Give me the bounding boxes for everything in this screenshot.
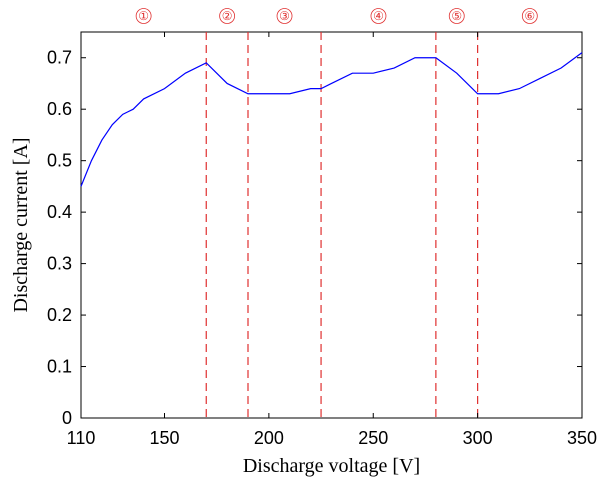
series-line: [80, 52, 583, 187]
region-label-circle: [521, 8, 538, 24]
x-tick-label: 150: [149, 428, 179, 448]
y-tick-label: 0.1: [47, 357, 72, 377]
y-tick-label: 0.3: [47, 254, 72, 274]
y-tick-label: 0.5: [47, 151, 72, 171]
region-label: ⑤: [451, 9, 462, 23]
region-label-circle: [370, 8, 387, 24]
region-labels: ① ② ③ ④ ⑤ ⑥: [135, 8, 538, 24]
series-layer: [80, 52, 583, 187]
x-axis: 110 150 200 250 300 350: [67, 32, 597, 448]
y-axis-title: Discharge current [A]: [10, 137, 32, 312]
plot-frame: [80, 31, 583, 419]
y-tick-label: 0.7: [47, 48, 72, 68]
x-axis-title: Discharge voltage [V]: [243, 455, 420, 477]
region-label: ②: [222, 9, 233, 23]
x-tick-label: 200: [254, 428, 284, 448]
y-tick-label: 0: [62, 408, 72, 428]
y-tick-label: 0.6: [47, 99, 72, 119]
x-tick-label: 110: [67, 428, 96, 448]
region-label: ④: [373, 9, 384, 23]
region-label: ⑥: [524, 9, 535, 23]
plot-area: [80, 31, 583, 419]
region-label: ①: [138, 9, 149, 23]
region-label-circle: [135, 8, 152, 24]
y-axis: 0 0.1 0.2 0.3 0.4 0.5 0.6 0.7: [47, 48, 582, 428]
x-tick-label: 350: [567, 428, 597, 448]
region-label-circle: [448, 8, 465, 24]
y-tick-label: 0.2: [47, 305, 72, 325]
region-label-circle: [276, 8, 293, 24]
region-label-circle: [219, 8, 236, 24]
x-tick-label: 300: [463, 428, 493, 448]
x-tick-label: 250: [358, 428, 388, 448]
region-label: ③: [279, 9, 290, 23]
y-tick-label: 0.4: [47, 202, 72, 222]
